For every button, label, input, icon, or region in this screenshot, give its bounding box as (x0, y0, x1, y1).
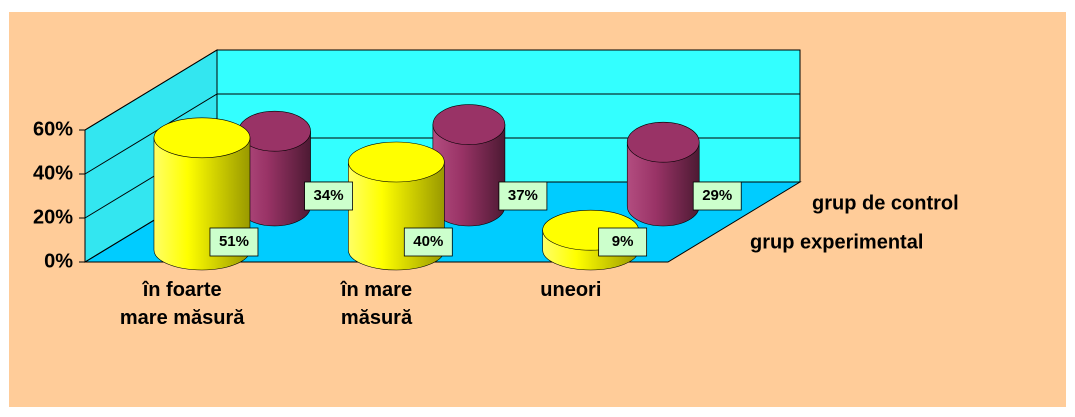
y-tick-label: 60% (33, 118, 73, 140)
cylinder (238, 110, 311, 227)
cylinder-top (347, 141, 445, 183)
data-label-box (403, 227, 453, 257)
data-label-box (304, 181, 353, 211)
y-tick-label: 40% (33, 162, 73, 184)
cylinder-top (626, 121, 700, 163)
x-tick-label: uneori (540, 279, 602, 301)
cylinder-body (626, 141, 700, 227)
cylinder (626, 121, 700, 227)
grid-line (84, 49, 800, 131)
grid-line (84, 93, 800, 175)
legend-label: grup experimental (750, 231, 923, 253)
x-tick-label: în foarte mare măsură (119, 279, 245, 329)
legend-label: grup de control (812, 192, 959, 214)
data-label: 29% (702, 187, 732, 204)
data-label: 37% (508, 187, 538, 204)
data-label: 34% (314, 187, 344, 204)
data-label-box (209, 227, 259, 257)
data-label: 9% (612, 233, 634, 250)
cylinder-top (432, 104, 506, 145)
data-label: 40% (413, 233, 443, 250)
y-tick-label: 0% (44, 250, 73, 272)
data-label-box (692, 181, 742, 211)
y-tick-label: 20% (33, 206, 73, 228)
data-label: 51% (219, 233, 249, 250)
data-label-box (498, 181, 548, 211)
cylinder (432, 104, 506, 227)
data-label-box (598, 227, 648, 257)
cylinder-top (153, 117, 251, 159)
x-tick-label: în mare măsură (340, 279, 413, 329)
